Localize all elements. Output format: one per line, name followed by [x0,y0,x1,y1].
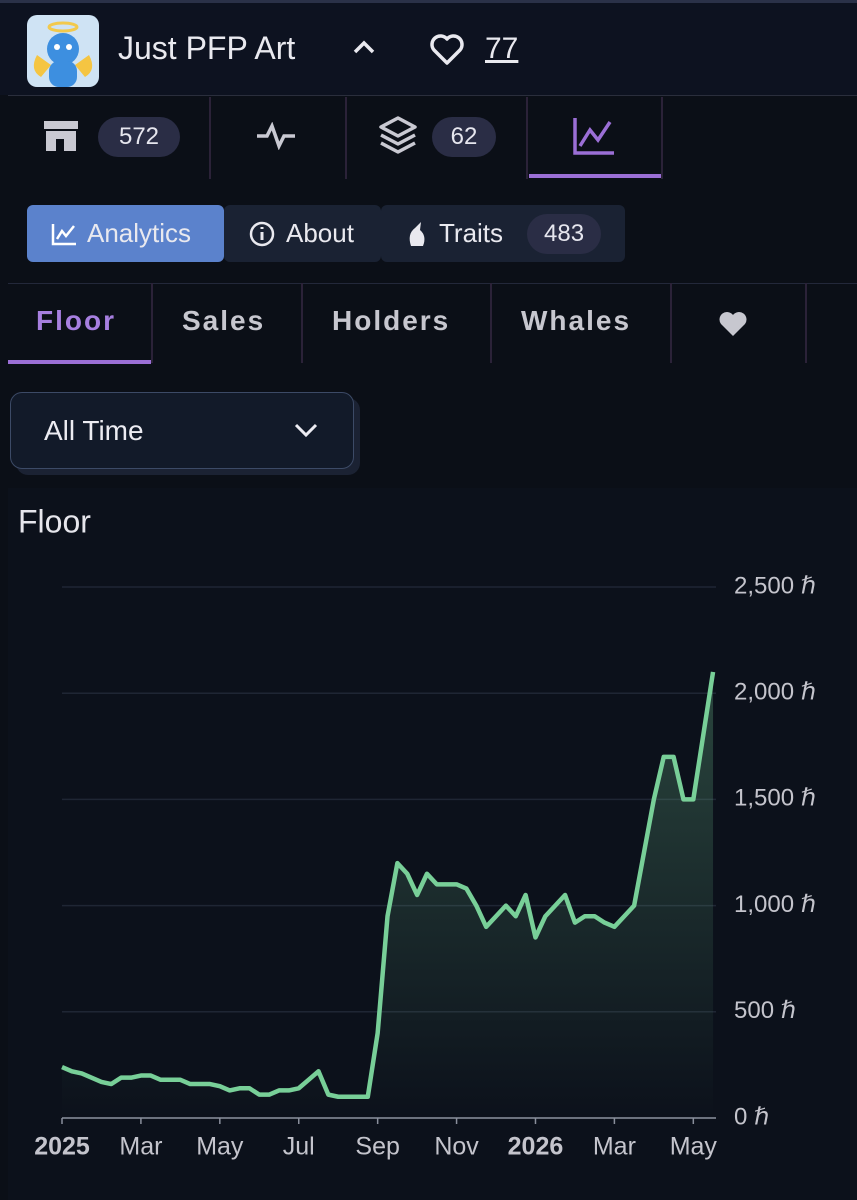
collapse-icon[interactable] [352,38,376,56]
y-tick-label: 1,500 ℏ [734,785,816,812]
y-tick-label: 2,000 ℏ [734,679,816,706]
sub-tab[interactable]: Floor [36,305,116,336]
active-tab-indicator [529,174,661,178]
x-tick-label: Mar [593,1133,636,1161]
analytics-icon [51,223,76,245]
analytics-label: Analytics [87,218,192,248]
chart-title: Floor [18,503,91,539]
separator [526,97,528,179]
info-icon [249,221,275,246]
sub-tab[interactable]: Holders [332,305,451,336]
nav-row [8,95,857,181]
avatar-art [33,21,93,87]
active-sub-tab-indicator [8,360,151,364]
separator [209,97,211,179]
x-tick-label: Mar [119,1133,162,1161]
x-tick-label: May [196,1133,244,1161]
y-tick-label: 0 ℏ [734,1103,769,1130]
collection-avatar[interactable] [27,15,99,87]
traits-label: Traits [439,218,504,248]
collections-count[interactable]: 62 [432,117,496,157]
x-tick-label: 2026 [508,1133,564,1161]
activity-icon[interactable] [255,122,297,150]
store-icon[interactable] [42,117,80,155]
x-tick-label: May [670,1133,718,1161]
heart-icon[interactable] [429,32,465,66]
separator [345,97,347,179]
sub-tab[interactable]: Whales [521,305,632,336]
line [61,671,716,1100]
separator [805,283,807,363]
chart-icon[interactable] [572,116,616,156]
traits-icon [409,221,425,246]
traits-count: 483 [527,213,602,254]
analytics-button[interactable]: Analytics [27,205,224,262]
about-button[interactable]: About [224,205,381,262]
favorites-tab-icon[interactable] [718,311,748,337]
layers-icon[interactable] [378,115,418,159]
top-bar [0,0,857,95]
y-tick-label: 500 ℏ [734,997,796,1024]
sub-tabs [8,283,857,364]
separator [661,97,663,179]
separator [670,283,672,363]
collection-title: Just PFP Art [118,30,296,66]
x-tick-label: Jul [283,1133,315,1161]
listings-count[interactable]: 572 [98,117,180,157]
y-tick-label: 1,000 ℏ [734,891,816,918]
separator [301,283,303,363]
dropdown-label: All Time [44,415,144,446]
about-label: About [286,218,354,248]
separator [151,283,153,363]
separator [490,283,492,363]
x-tick-label: Nov [434,1133,479,1161]
time-range-dropdown[interactable]: All Time [10,392,354,469]
y-tick-label: 2,500 ℏ [734,572,816,599]
chevron-down [294,423,318,438]
x-tick-label: 2025 [34,1133,90,1161]
traits-button[interactable]: Traits 483 [381,205,625,262]
x-tick-label: Sep [355,1133,399,1161]
area [62,671,714,1118]
sub-tab[interactable]: Sales [182,305,266,336]
chart: Floor 0 ℏ 500 ℏ 1,000 ℏ 1,500 ℏ 2,000 ℏ 2,500… [18,503,816,1161]
like-count[interactable]: 77 [485,32,519,65]
